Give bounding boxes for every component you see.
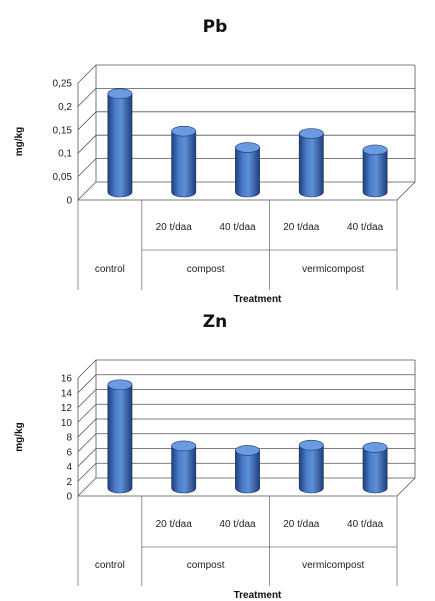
x-group-label: vermicompost [302, 560, 364, 571]
x-group-label: compost [187, 560, 225, 571]
pb-chart: Pb 0 0,05 0,1 0,15 0,2 0,25 control 20 t/daa 40 t… [14, 17, 416, 305]
bar-top [107, 379, 133, 391]
x-subcategory-label: 20 t/daa [283, 519, 320, 530]
bar-top [235, 445, 260, 456]
x-group-label: compost [187, 264, 225, 275]
y-tick-label: 0,1 [58, 149, 72, 160]
x-subcategory-label: 20 t/daa [156, 519, 193, 530]
x-group-label: control [95, 560, 125, 571]
bar [298, 444, 324, 494]
x-subcategory-label: 40 t/daa [347, 519, 384, 530]
bar [298, 133, 324, 198]
x-group-label: control [95, 264, 125, 275]
y-axis-label: mg/kg [14, 422, 25, 451]
bar [362, 149, 388, 198]
y-tick-label: 0,05 [53, 172, 73, 183]
x-axis-label: Treatment [234, 294, 282, 305]
y-axis-label: mg/kg [14, 127, 25, 156]
y-tick-label: 12 [61, 403, 73, 414]
bar-top [171, 125, 197, 137]
y-tick-label: 0 [66, 492, 72, 503]
y-tick-label: 10 [61, 418, 73, 429]
y-tick-label: 2 [66, 477, 72, 488]
y-tick-label: 16 [61, 374, 73, 385]
bar [362, 447, 388, 494]
y-tick-label: 0,15 [53, 125, 73, 136]
y-tick-label: 8 [66, 433, 72, 444]
x-group-label: vermicompost [302, 264, 364, 275]
zn-chart: Zn 0 2 4 6 8 10 12 14 16 control 20 t/daa 40 t/daa co… [14, 312, 416, 601]
x-subcategory-label: 20 t/daa [283, 222, 320, 233]
y-tick-label: 14 [61, 388, 73, 399]
x-subcategory-label: 40 t/daa [219, 222, 256, 233]
y-tick-label: 0 [66, 196, 72, 207]
chart-title: Zn [203, 312, 227, 332]
gridline [77, 64, 415, 84]
bar [235, 147, 260, 198]
gridline [77, 359, 415, 379]
x-subcategory-label: 40 t/daa [219, 519, 256, 530]
y-tick-label: 0,25 [53, 79, 73, 90]
bar [107, 93, 133, 198]
x-subcategory-label: 20 t/daa [156, 222, 193, 233]
x-subcategory-label: 40 t/daa [347, 222, 384, 233]
bar-top [235, 142, 260, 153]
y-tick-label: 4 [66, 462, 72, 473]
bar [171, 445, 197, 494]
bar [107, 384, 133, 494]
bar [235, 450, 260, 494]
bar-top [362, 442, 388, 453]
bar-top [298, 128, 324, 139]
chart-title: Pb [203, 17, 228, 37]
y-tick-label: 6 [66, 447, 72, 458]
bar [171, 130, 197, 198]
y-tick-label: 0,2 [58, 102, 72, 113]
x-axis-label: Treatment [234, 590, 282, 601]
bar-top [171, 440, 197, 452]
bar-top [362, 144, 388, 156]
bar-top [107, 88, 133, 100]
bar-top [298, 439, 324, 451]
